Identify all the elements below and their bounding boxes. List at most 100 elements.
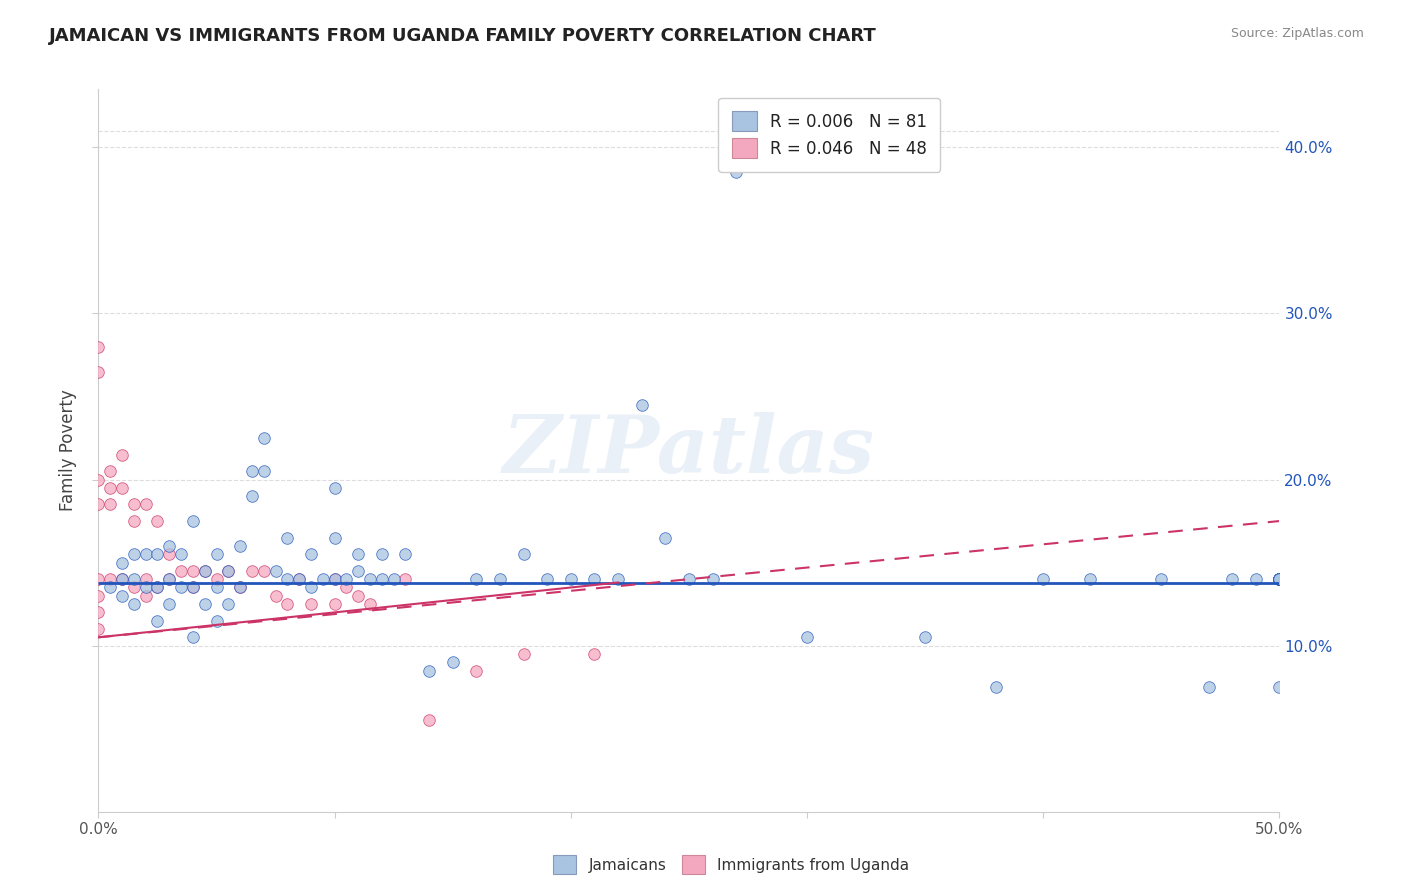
Point — [111, 481, 134, 495]
Point — [217, 564, 239, 578]
Text: JAMAICAN VS IMMIGRANTS FROM UGANDA FAMILY POVERTY CORRELATION CHART: JAMAICAN VS IMMIGRANTS FROM UGANDA FAMIL… — [49, 27, 877, 45]
Point — [299, 581, 322, 595]
Point — [240, 464, 263, 478]
Point — [181, 514, 204, 528]
Point — [240, 564, 263, 578]
Point — [87, 340, 110, 354]
Point — [98, 464, 121, 478]
Point — [229, 581, 252, 595]
Point — [111, 448, 134, 462]
Legend: Jamaicans, Immigrants from Uganda: Jamaicans, Immigrants from Uganda — [547, 849, 915, 880]
Text: ZIPatlas: ZIPatlas — [503, 412, 875, 489]
Point — [205, 581, 228, 595]
Point — [87, 572, 110, 586]
Point — [1268, 572, 1291, 586]
Point — [98, 498, 121, 512]
Point — [87, 473, 110, 487]
Point — [1268, 572, 1291, 586]
Point — [122, 581, 145, 595]
Point — [135, 547, 157, 561]
Point — [253, 464, 276, 478]
Point — [111, 572, 134, 586]
Text: Source: ZipAtlas.com: Source: ZipAtlas.com — [1230, 27, 1364, 40]
Point — [135, 589, 157, 603]
Point — [465, 572, 488, 586]
Point — [157, 572, 180, 586]
Point — [194, 597, 217, 611]
Point — [560, 572, 582, 586]
Point — [1244, 572, 1267, 586]
Point — [122, 498, 145, 512]
Point — [441, 655, 464, 669]
Point — [1150, 572, 1173, 586]
Point — [512, 647, 534, 661]
Point — [157, 572, 180, 586]
Point — [299, 597, 322, 611]
Point — [1268, 572, 1291, 586]
Point — [146, 614, 169, 628]
Point — [465, 664, 488, 678]
Point — [1268, 572, 1291, 586]
Point — [583, 572, 606, 586]
Point — [157, 539, 180, 553]
Point — [1268, 680, 1291, 694]
Point — [217, 564, 239, 578]
Point — [371, 572, 394, 586]
Point — [1268, 572, 1291, 586]
Point — [394, 547, 416, 561]
Point — [323, 597, 346, 611]
Point — [371, 547, 394, 561]
Point — [796, 630, 818, 644]
Point — [288, 572, 311, 586]
Point — [914, 630, 936, 644]
Point — [418, 714, 440, 728]
Point — [135, 581, 157, 595]
Point — [240, 489, 263, 503]
Point — [630, 398, 652, 412]
Point — [98, 572, 121, 586]
Point — [347, 589, 370, 603]
Point — [194, 564, 217, 578]
Point — [205, 614, 228, 628]
Point — [359, 597, 381, 611]
Point — [702, 572, 724, 586]
Point — [135, 572, 157, 586]
Point — [205, 572, 228, 586]
Point — [170, 547, 193, 561]
Point — [157, 547, 180, 561]
Point — [229, 539, 252, 553]
Point — [181, 630, 204, 644]
Point — [98, 481, 121, 495]
Point — [276, 531, 298, 545]
Point — [181, 564, 204, 578]
Point — [536, 572, 558, 586]
Point — [146, 547, 169, 561]
Point — [359, 572, 381, 586]
Point — [335, 572, 357, 586]
Point — [122, 572, 145, 586]
Point — [194, 564, 217, 578]
Point — [1220, 572, 1243, 586]
Point — [135, 498, 157, 512]
Point — [725, 165, 748, 179]
Point — [276, 597, 298, 611]
Legend: R = 0.006   N = 81, R = 0.046   N = 48: R = 0.006 N = 81, R = 0.046 N = 48 — [718, 97, 941, 171]
Point — [122, 597, 145, 611]
Point — [111, 572, 134, 586]
Point — [87, 606, 110, 620]
Point — [394, 572, 416, 586]
Point — [87, 498, 110, 512]
Point — [217, 597, 239, 611]
Point — [335, 581, 357, 595]
Point — [122, 547, 145, 561]
Point — [288, 572, 311, 586]
Point — [111, 556, 134, 570]
Point — [299, 547, 322, 561]
Point — [87, 365, 110, 379]
Point — [1268, 572, 1291, 586]
Point — [264, 564, 287, 578]
Point — [205, 547, 228, 561]
Point — [583, 647, 606, 661]
Point — [87, 622, 110, 636]
Point — [312, 572, 335, 586]
